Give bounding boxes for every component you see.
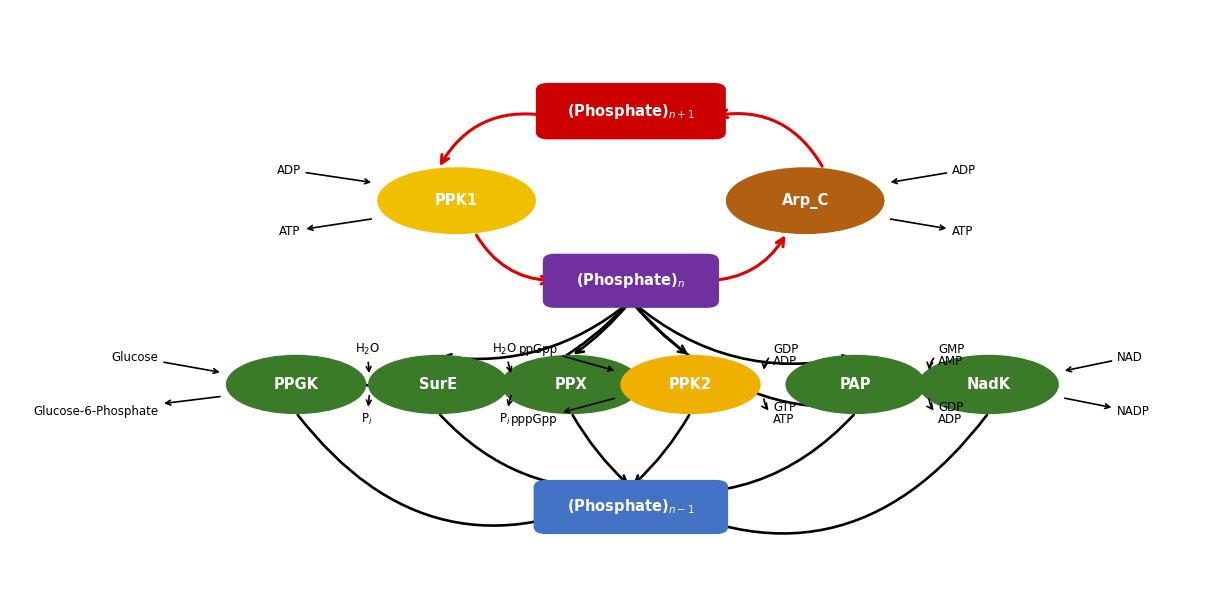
Ellipse shape (228, 356, 364, 412)
FancyArrowPatch shape (635, 415, 689, 483)
Text: (Phosphate)$_{n-1}$: (Phosphate)$_{n-1}$ (567, 498, 694, 517)
FancyArrowPatch shape (576, 303, 629, 353)
Text: (Phosphate)$_n$: (Phosphate)$_n$ (576, 271, 686, 290)
Text: P$_i$: P$_i$ (362, 396, 373, 427)
Text: GDP: GDP (773, 343, 799, 356)
Text: GMP: GMP (938, 343, 964, 356)
FancyArrowPatch shape (302, 303, 629, 395)
Text: ADP: ADP (277, 163, 369, 184)
Text: PPK1: PPK1 (435, 193, 478, 208)
Ellipse shape (787, 356, 924, 412)
FancyBboxPatch shape (537, 84, 725, 138)
FancyArrowPatch shape (633, 303, 984, 407)
FancyArrowPatch shape (633, 303, 686, 353)
FancyArrowPatch shape (720, 110, 822, 166)
FancyArrowPatch shape (633, 302, 851, 364)
FancyArrowPatch shape (442, 114, 545, 163)
FancyArrowPatch shape (441, 415, 625, 491)
Text: ADP: ADP (892, 163, 976, 184)
Text: Glucose: Glucose (112, 351, 218, 373)
Text: ATP: ATP (773, 413, 794, 427)
Text: AMP: AMP (938, 356, 964, 368)
Ellipse shape (502, 356, 640, 412)
Text: GDP: GDP (938, 401, 964, 414)
Ellipse shape (379, 169, 534, 233)
FancyArrowPatch shape (444, 302, 629, 362)
Text: ADP: ADP (938, 413, 963, 427)
Ellipse shape (622, 356, 760, 412)
Text: ATP: ATP (890, 219, 974, 238)
Text: ppGpp: ppGpp (518, 343, 613, 371)
Ellipse shape (369, 356, 507, 412)
Text: PPX: PPX (555, 377, 587, 392)
Text: Glucose-6-Phosphate: Glucose-6-Phosphate (33, 397, 220, 418)
Text: H$_2$O: H$_2$O (492, 341, 517, 371)
Text: PPK2: PPK2 (668, 377, 712, 392)
Text: NadK: NadK (966, 377, 1011, 392)
Text: pppGpp: pppGpp (511, 398, 614, 427)
Text: Arp_C: Arp_C (782, 193, 828, 209)
Text: ATP: ATP (279, 219, 372, 238)
FancyArrowPatch shape (476, 235, 549, 284)
Text: SurE: SurE (420, 377, 457, 392)
Text: NADP: NADP (1065, 398, 1150, 418)
Ellipse shape (728, 169, 883, 233)
Text: PPGK: PPGK (273, 377, 319, 392)
FancyArrowPatch shape (572, 415, 627, 483)
FancyBboxPatch shape (535, 481, 726, 532)
Text: H$_2$O: H$_2$O (355, 341, 379, 371)
FancyArrowPatch shape (636, 415, 987, 534)
Text: ADP: ADP (773, 356, 798, 368)
FancyArrowPatch shape (298, 415, 625, 526)
Text: (Phosphate)$_{n+1}$: (Phosphate)$_{n+1}$ (567, 102, 694, 121)
FancyArrowPatch shape (636, 415, 854, 493)
Text: GTP: GTP (773, 401, 796, 414)
FancyBboxPatch shape (544, 255, 718, 307)
FancyArrowPatch shape (709, 238, 784, 281)
Ellipse shape (920, 356, 1057, 412)
Text: PAP: PAP (840, 377, 872, 392)
Text: NAD: NAD (1066, 351, 1142, 371)
Text: P$_i$: P$_i$ (499, 395, 512, 427)
